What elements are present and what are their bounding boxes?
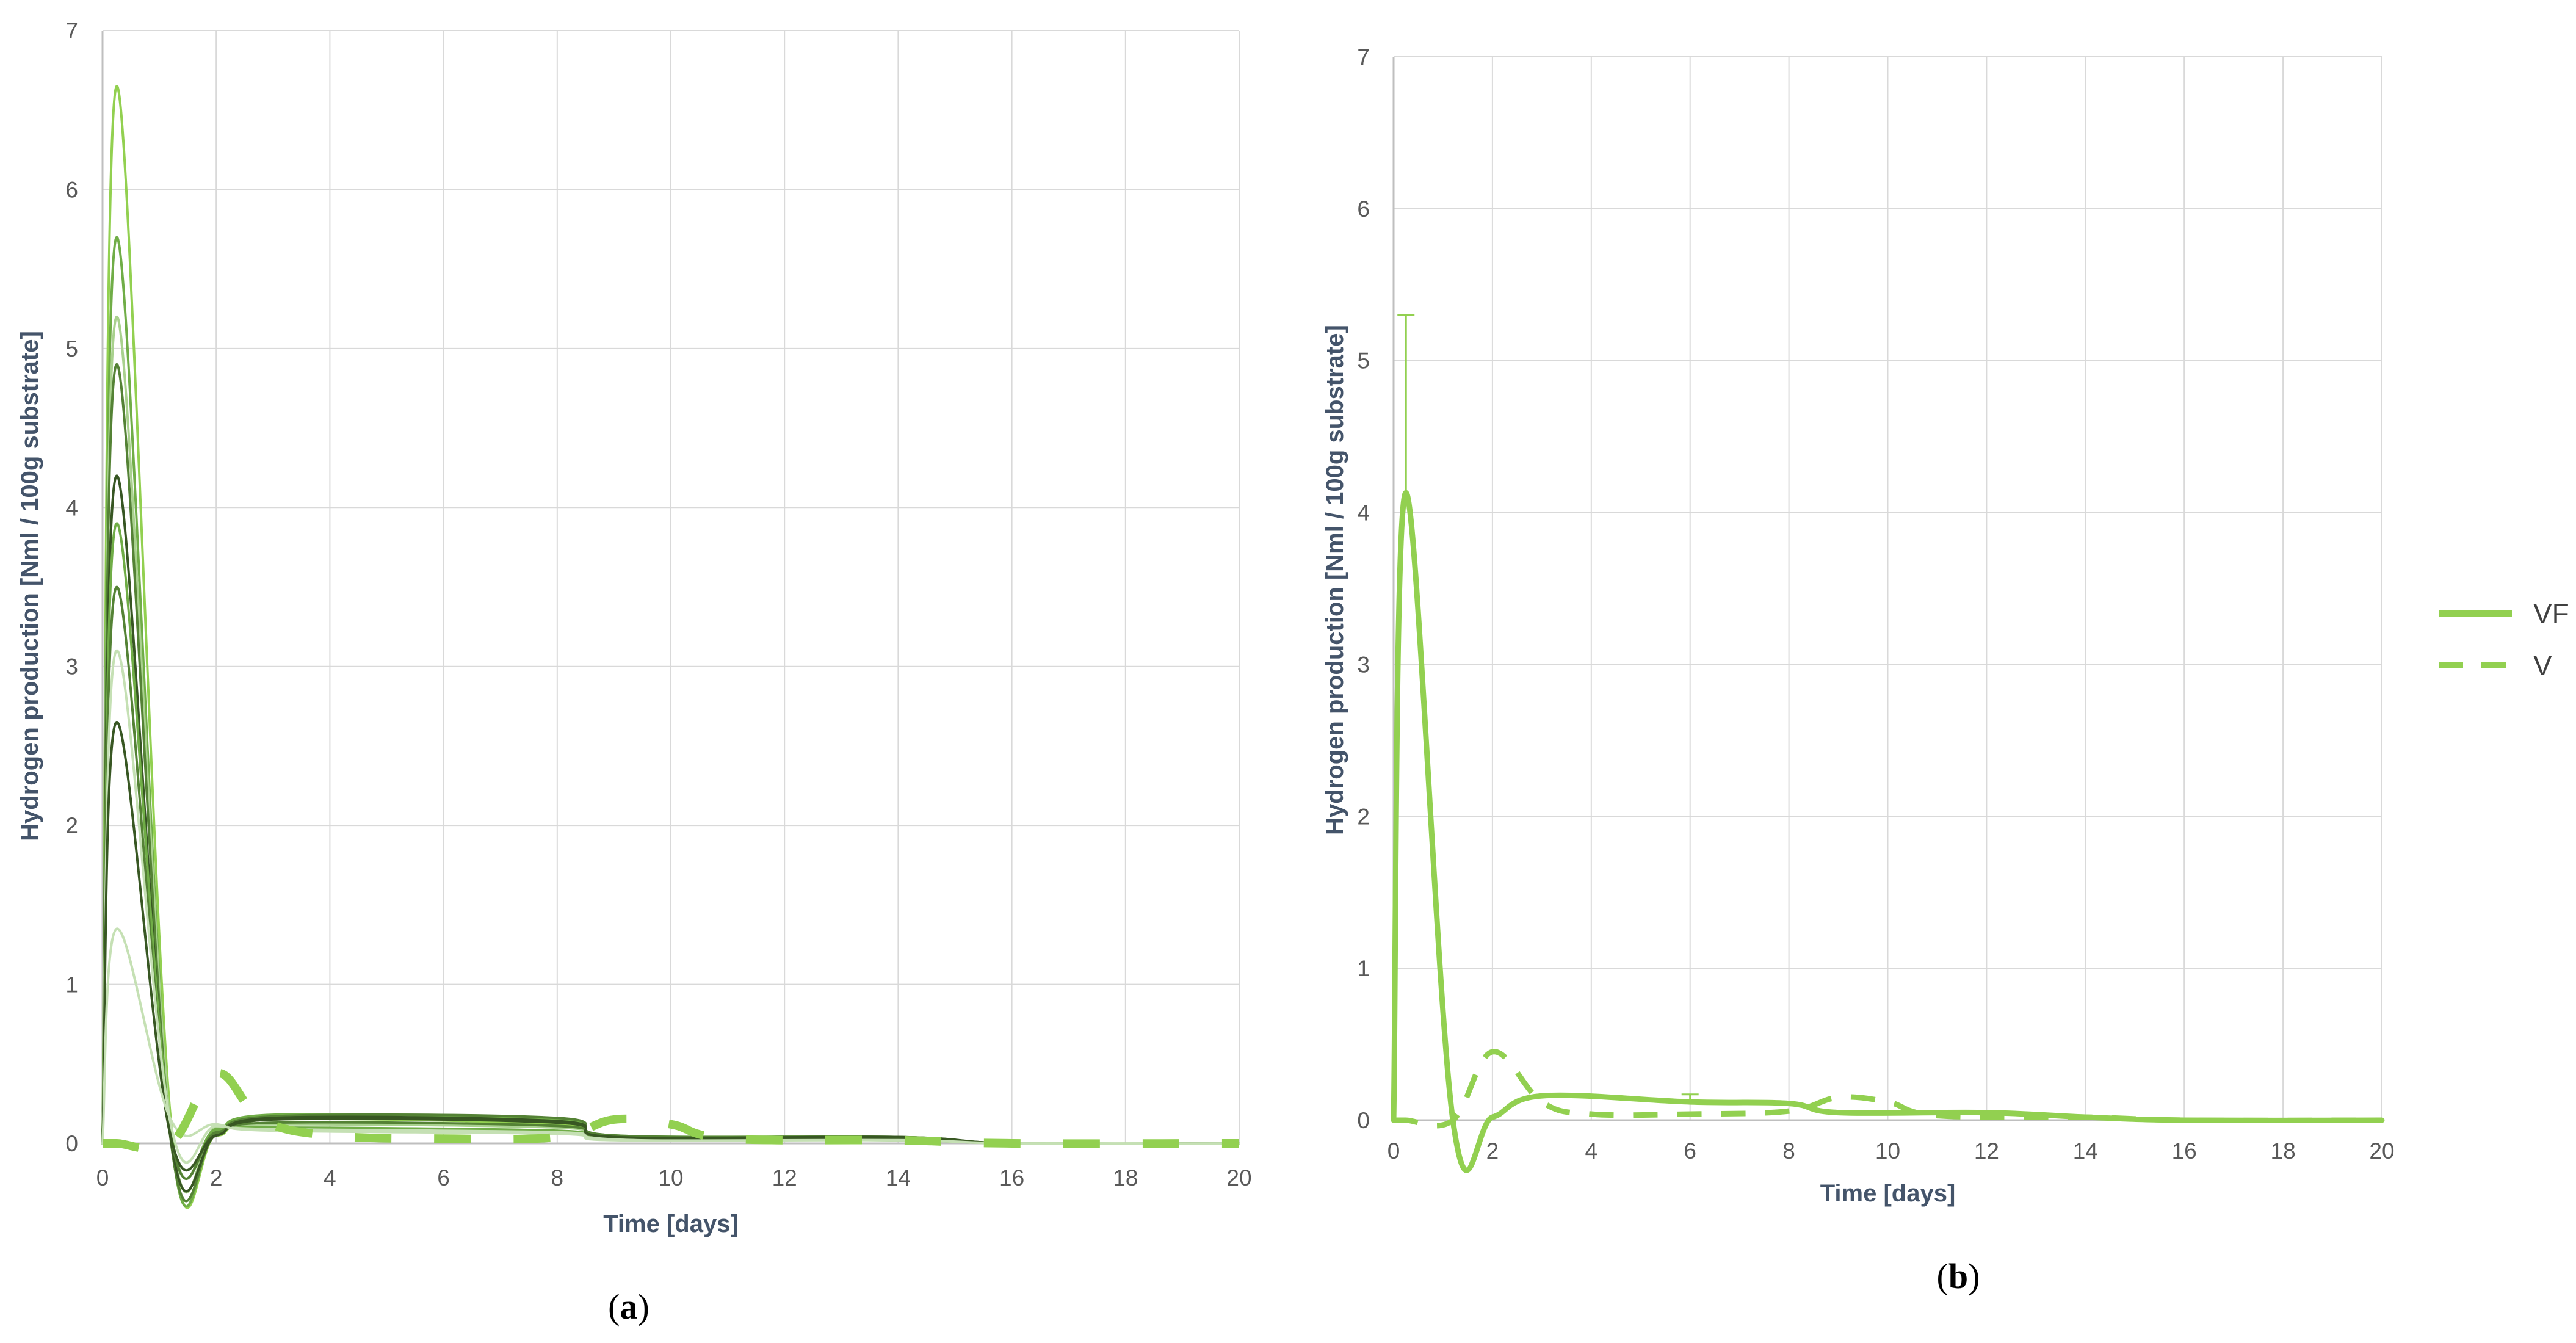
series-line-10 [101, 927, 1240, 1145]
y-tick-label: 1 [1357, 956, 1370, 981]
x-tick-label: 6 [1684, 1138, 1696, 1164]
panel-a-label: (a) [608, 1287, 649, 1327]
y-tick-label: 3 [65, 654, 78, 679]
x-tick-label: 2 [1486, 1138, 1499, 1164]
y-tick-label: 3 [1357, 652, 1370, 677]
x-tick-label: 12 [772, 1165, 797, 1190]
x-tick-label: 2 [210, 1165, 223, 1190]
x-tick-label: 6 [437, 1165, 450, 1190]
x-tick-label: 18 [2271, 1138, 2296, 1164]
x-tick-label: 10 [1875, 1138, 1900, 1164]
y-tick-label: 7 [1357, 45, 1370, 70]
y-tick-label: 4 [1357, 501, 1370, 526]
x-tick-label: 4 [1585, 1138, 1598, 1164]
x-tick-label: 10 [658, 1165, 683, 1190]
y-tick-label: 6 [65, 177, 78, 202]
y-tick-label: 0 [65, 1131, 78, 1156]
legend-label-v: V [2533, 650, 2552, 681]
y-axis-title: Hydrogen production [Nml / 100g substrat… [1322, 325, 1348, 835]
x-tick-label: 20 [1226, 1165, 1251, 1190]
panel-b-label: (b) [1937, 1256, 1980, 1296]
x-tick-label: 0 [96, 1165, 109, 1190]
x-tick-label: 0 [1387, 1138, 1400, 1164]
y-tick-label: 5 [65, 336, 78, 361]
y-tick-label: 4 [65, 495, 78, 520]
x-tick-label: 16 [2172, 1138, 2197, 1164]
x-tick-label: 14 [2073, 1138, 2098, 1164]
legend-label-vf: VF [2533, 598, 2569, 629]
x-tick-label: 12 [1974, 1138, 1999, 1164]
y-tick-label: 2 [1357, 804, 1370, 829]
series-line-11 [103, 1069, 1240, 1154]
x-tick-label: 20 [2369, 1138, 2394, 1164]
panel-b-legend: VF V [2439, 598, 2569, 681]
x-axis-title: Time [days] [1820, 1180, 1956, 1207]
x-tick-label: 16 [999, 1165, 1024, 1190]
y-tick-label: 7 [65, 18, 78, 43]
y-tick-label: 2 [65, 813, 78, 838]
y-tick-label: 1 [65, 972, 78, 997]
x-tick-label: 8 [551, 1165, 564, 1190]
x-tick-label: 8 [1782, 1138, 1795, 1164]
y-axis-title: Hydrogen production [Nml / 100g substrat… [16, 331, 43, 841]
x-axis-title: Time [days] [603, 1211, 739, 1237]
x-tick-label: 4 [324, 1165, 336, 1190]
y-tick-label: 5 [1357, 349, 1370, 374]
series-line-v [1394, 1049, 2382, 1129]
y-tick-label: 0 [1357, 1108, 1370, 1133]
y-tick-label: 6 [1357, 197, 1370, 222]
x-tick-label: 14 [886, 1165, 911, 1190]
x-tick-label: 18 [1113, 1165, 1138, 1190]
